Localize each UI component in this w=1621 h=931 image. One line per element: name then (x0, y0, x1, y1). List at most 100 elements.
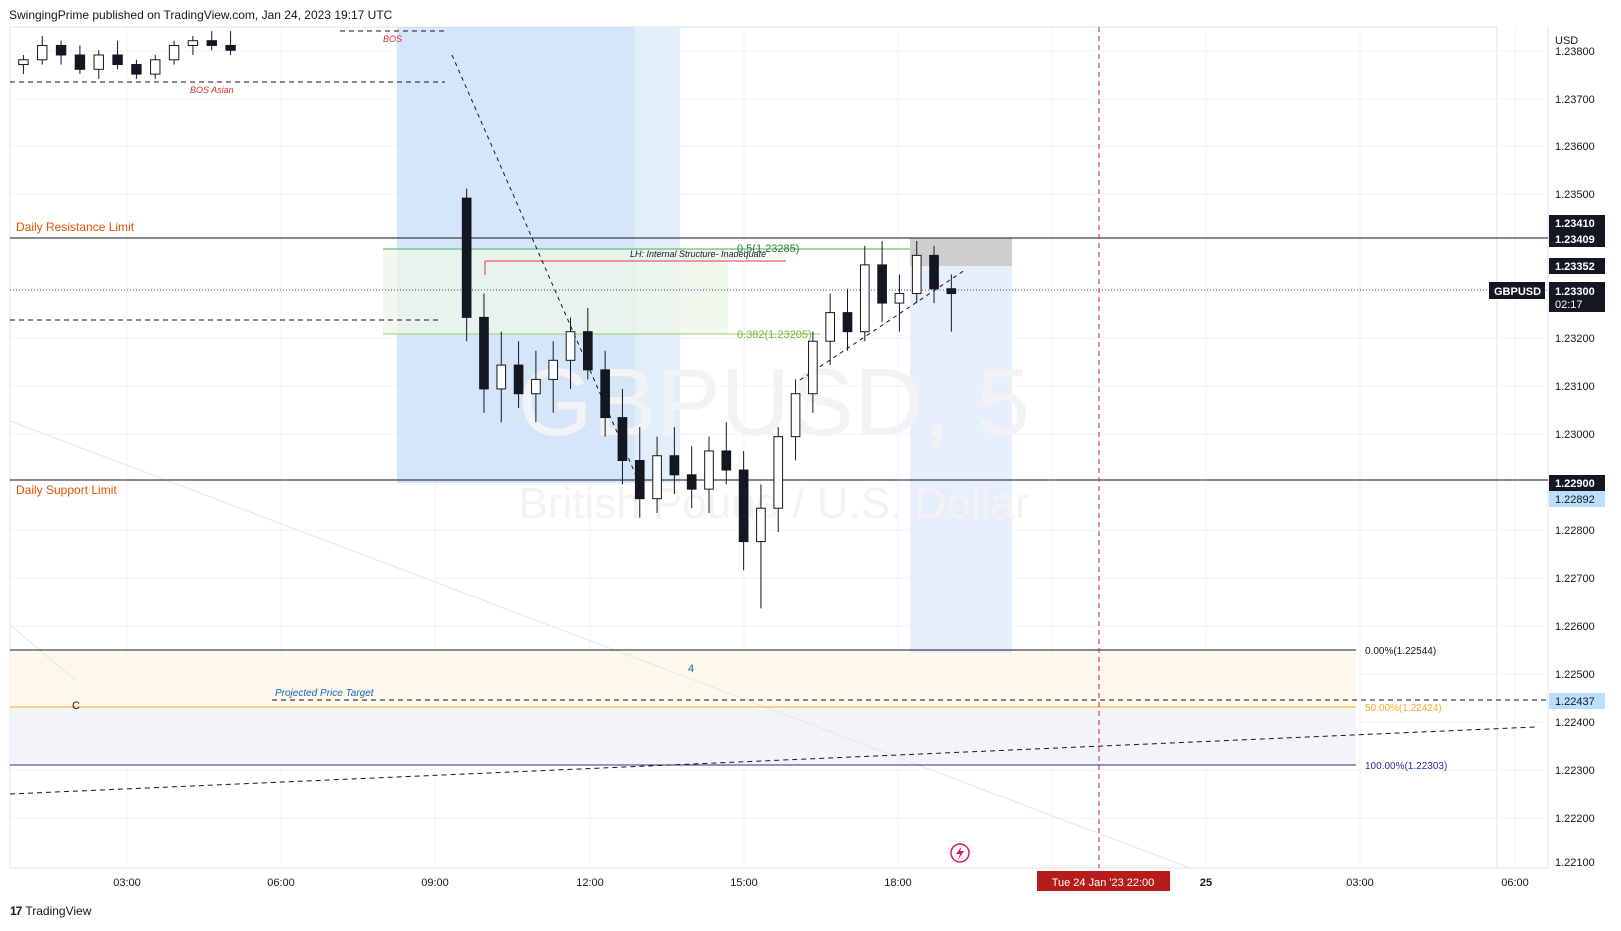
candle-body (513, 364, 524, 395)
svg-text:1.23409: 1.23409 (1555, 234, 1595, 246)
fib-0382-label: 0.382(1.23205) (737, 329, 812, 341)
lh-internal-label: LH: Internal Structure- Inadequate (630, 249, 766, 259)
svg-text:1.23410: 1.23410 (1555, 218, 1595, 230)
candle-body (583, 331, 593, 371)
current-price-badge: 1.23300 02:17 (1549, 282, 1605, 312)
price-tick: 1.22600 (1555, 621, 1595, 633)
symbol-tag: GBPUSD (1489, 282, 1545, 299)
svg-text:1.22437: 1.22437 (1555, 696, 1595, 708)
candle-body (669, 455, 680, 476)
candle-body (704, 450, 714, 490)
bos-asian-label: BOS Asian (190, 85, 234, 95)
support-b-badge: 1.22892 (1549, 491, 1605, 507)
candle-body (721, 450, 732, 471)
candle-body (686, 474, 697, 490)
price-tick: 1.22200 (1555, 813, 1595, 825)
fib-05-label: 0.5(1.23285) (737, 243, 799, 255)
price-tick: 1.23600 (1555, 141, 1595, 153)
currency-label: USD (1555, 35, 1578, 47)
price-tick: 1.23800 (1555, 46, 1595, 58)
wave-c-label: C (72, 700, 80, 712)
tradingview-mark-icon: 17 (10, 904, 22, 918)
time-ticks: 03:00 06:00 09:00 12:00 15:00 18:00 25 0… (113, 877, 1529, 889)
price-tick: 1.23000 (1555, 429, 1595, 441)
price-tick: 1.23500 (1555, 189, 1595, 201)
candle-body (55, 44, 67, 56)
fib-100-label: 100.00%(1.22303) (1365, 761, 1447, 772)
candle-body (859, 264, 870, 333)
svg-text:1.23352: 1.23352 (1555, 261, 1595, 273)
candle-body (911, 254, 922, 295)
price-tick: 1.23200 (1555, 333, 1595, 345)
price-tick: 1.23100 (1555, 381, 1595, 393)
crosshair-time-badge: Tue 24 Jan '23 22:00 (1037, 871, 1170, 891)
price-tick: 1.22400 (1555, 717, 1595, 729)
price-tick: 1.22100 (1555, 857, 1595, 869)
svg-text:GBPUSD: GBPUSD (1494, 286, 1541, 298)
publisher-caption: SwingingPrime published on TradingView.c… (9, 8, 393, 22)
time-tick: 12:00 (576, 877, 604, 889)
candle-body (946, 288, 957, 295)
candle-body (600, 369, 610, 419)
resistance-badge-top: 1.23410 (1549, 215, 1605, 231)
candle-body (18, 59, 29, 66)
candle-body (225, 44, 236, 51)
target-zone (10, 653, 1356, 709)
daily-resistance-label: Daily Resistance Limit (16, 220, 135, 234)
candle-body (74, 54, 86, 70)
candle-body (93, 54, 104, 70)
candle-body (652, 455, 662, 500)
supply-zone (910, 238, 1012, 266)
candle-body (461, 197, 472, 318)
candle-body (37, 44, 48, 61)
svg-text:1.22900: 1.22900 (1555, 478, 1595, 490)
time-tick: 06:00 (1501, 877, 1529, 889)
candle-body (790, 393, 801, 438)
candlestick-series (18, 31, 957, 609)
candle-body (617, 417, 628, 461)
candle-body (112, 54, 123, 66)
svg-text:1.23300: 1.23300 (1555, 286, 1595, 298)
extension-zone (10, 709, 1356, 765)
candle-body (634, 460, 645, 500)
bos-label: BOS (383, 34, 402, 44)
candle-body (548, 359, 559, 380)
candle-body (877, 264, 887, 304)
time-tick: 25 (1200, 877, 1212, 889)
candle-body (756, 507, 766, 543)
time-tick: 15:00 (730, 877, 758, 889)
candle-body (565, 331, 576, 361)
wave-4-label: 4 (688, 663, 694, 675)
lightning-icon[interactable] (950, 843, 970, 863)
svg-text:02:17: 02:17 (1555, 299, 1583, 311)
candle-body (842, 312, 853, 333)
candle-body (738, 469, 749, 543)
short-position-zone (910, 266, 1012, 701)
candle-body (808, 340, 818, 395)
tradingview-logo[interactable]: 17 TradingView (10, 904, 91, 918)
svg-text:Tue 24 Jan '23 22:00: Tue 24 Jan '23 22:00 (1052, 877, 1155, 889)
wedge-trendline (799, 269, 966, 381)
candle-body (773, 436, 784, 509)
support-badge: 1.22900 (1549, 475, 1605, 491)
candle-body (496, 364, 507, 390)
candle-body (131, 64, 142, 75)
faint-trendline (9, 420, 1191, 869)
candle-body (150, 59, 161, 75)
time-tick: 06:00 (267, 877, 295, 889)
resistance-badge-bottom: 1.23409 (1549, 231, 1605, 247)
price-tick: 1.23700 (1555, 94, 1595, 106)
candle-body (187, 40, 199, 46)
svg-text:1.22892: 1.22892 (1555, 494, 1595, 506)
fib-0-label: 0.00%(1.22544) (1365, 646, 1436, 657)
time-tick: 03:00 (113, 877, 141, 889)
rising-trendline (9, 726, 1536, 795)
price-ticks: 1.23800 1.23700 1.23600 1.23500 1.23200 … (1555, 46, 1595, 869)
level-a-badge: 1.23352 (1549, 258, 1605, 274)
time-tick: 09:00 (421, 877, 449, 889)
price-tick: 1.22700 (1555, 573, 1595, 585)
candle-body (168, 44, 180, 61)
time-tick: 03:00 (1346, 877, 1374, 889)
candle-body (825, 312, 836, 342)
